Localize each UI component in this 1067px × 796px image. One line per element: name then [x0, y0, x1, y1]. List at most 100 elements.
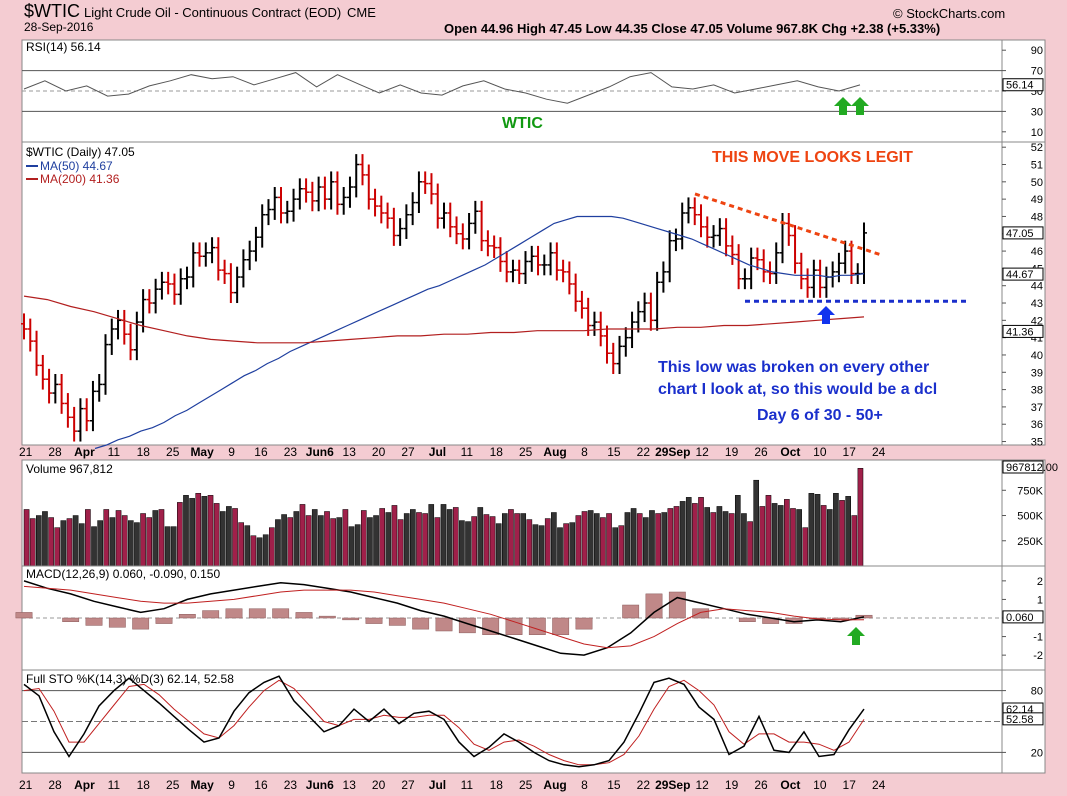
- price-x-tick-label: 17: [843, 445, 857, 459]
- volume-bar: [42, 511, 48, 567]
- volume-bar: [109, 517, 116, 567]
- bottom-x-tick-label: 28: [48, 778, 62, 792]
- volume-bar: [121, 515, 128, 567]
- bottom-x-tick-label: 29Sep: [655, 778, 690, 792]
- rsi-line: [23, 72, 861, 104]
- volume-bar: [379, 508, 386, 567]
- volume-bar: [575, 515, 582, 567]
- price-x-tick-label: Aug: [543, 445, 566, 459]
- volume-bar: [158, 509, 165, 567]
- macd-green-arrow: [847, 627, 865, 645]
- volume-bar: [305, 515, 312, 567]
- price-x-tick-label: 10: [813, 445, 827, 459]
- macd-histogram-bar: [202, 610, 220, 619]
- volume-bar: [213, 503, 220, 567]
- volume-bar: [508, 509, 514, 567]
- volume-bar: [692, 503, 698, 567]
- volume-bar: [716, 506, 723, 567]
- volume-bar: [790, 508, 796, 567]
- bottom-x-tick-label: May: [190, 778, 214, 792]
- volume-bar: [520, 513, 527, 567]
- price-x-tick-label: Jul: [429, 445, 446, 459]
- volume-bar: [765, 495, 772, 567]
- volume-bar: [36, 515, 42, 567]
- volume-bar: [134, 522, 140, 567]
- volume-bar: [771, 503, 778, 567]
- macd-histogram-bar: [552, 617, 570, 635]
- volume-title: Volume 967,812: [26, 462, 113, 476]
- volume-bar: [796, 509, 802, 567]
- volume-tick-label: 250K: [1017, 536, 1043, 548]
- macd-histogram-bar: [645, 593, 663, 619]
- price-x-tick-label: 29Sep: [655, 445, 690, 459]
- volume-bar: [606, 513, 612, 567]
- price-x-tick-label: 28: [48, 445, 62, 459]
- volume-bar: [170, 526, 177, 567]
- macd-tick-label: -2: [1033, 650, 1043, 662]
- macd-histogram-bar: [178, 614, 196, 619]
- bottom-x-tick-label: Oct: [780, 778, 800, 792]
- volume-bar: [710, 512, 717, 567]
- bottom-x-tick-label: 15: [607, 778, 621, 792]
- volume-bar: [551, 512, 557, 567]
- volume-bar: [612, 527, 618, 567]
- volume-bar: [685, 497, 692, 567]
- volume-bar: [207, 495, 214, 567]
- price-tick-label: 46: [1031, 246, 1043, 258]
- macd-histogram-bar: [318, 615, 336, 619]
- volume-bar: [23, 509, 30, 567]
- volume-bar: [275, 519, 281, 567]
- volume-bar: [269, 527, 275, 567]
- sto-d-value-label-box: [1002, 712, 1044, 726]
- volume-bar: [667, 508, 674, 567]
- volume-bar: [354, 524, 361, 567]
- brand-label[interactable]: © StockCharts.com: [893, 6, 1006, 21]
- volume-bar: [348, 526, 355, 567]
- volume-bar: [256, 537, 263, 567]
- volume-bar: [532, 524, 539, 567]
- chart-exchange: CME: [347, 5, 376, 20]
- volume-bar: [839, 500, 845, 567]
- volume-bar: [324, 511, 330, 567]
- volume-bar: [851, 515, 858, 567]
- bottom-x-tick-label: 21: [19, 778, 33, 792]
- macd-histogram-bar: [482, 617, 500, 635]
- volume-bar: [127, 520, 134, 567]
- price-x-tick-label: 15: [607, 445, 621, 459]
- macd-histogram-bar: [272, 608, 290, 619]
- volume-bar: [643, 517, 649, 567]
- volume-bar: [226, 506, 232, 567]
- volume-bar: [741, 513, 747, 567]
- volume-bar: [802, 527, 809, 567]
- bottom-x-tick-label: Apr: [74, 778, 95, 792]
- volume-bar: [747, 521, 753, 567]
- volume-bar: [397, 519, 404, 567]
- sto-tick-label: 20: [1031, 747, 1043, 759]
- volume-bar: [526, 519, 533, 567]
- sto-k-line: [23, 675, 865, 768]
- volume-tick-label: 750K: [1017, 485, 1043, 497]
- volume-bar: [152, 510, 159, 567]
- macd-histogram-bar: [85, 617, 103, 626]
- bottom-x-tick-label: 8: [581, 778, 588, 792]
- ma200-value-label-box: [1002, 324, 1044, 338]
- ma50-line: [94, 215, 865, 450]
- rsi-tick-label: 30: [1031, 106, 1043, 118]
- bottom-x-tick-label: 18: [137, 778, 151, 792]
- volume-bar: [54, 527, 61, 567]
- price-tick-label: 44: [1031, 281, 1043, 293]
- price-tick-label: 38: [1031, 385, 1043, 397]
- volume-bar: [753, 479, 760, 567]
- rsi-value-label: 56.14: [1006, 80, 1034, 92]
- bottom-x-tick-label: 19: [725, 778, 739, 792]
- price-x-tick-label: Apr: [74, 445, 95, 459]
- volume-bar: [66, 518, 73, 567]
- volume-bar: [587, 510, 594, 567]
- volume-bar: [624, 512, 631, 567]
- bottom-x-tick-label: 25: [519, 778, 533, 792]
- volume-bar: [483, 514, 490, 567]
- bottom-x-tick-label: 12: [695, 778, 709, 792]
- volume-bar: [495, 523, 502, 567]
- volume-bar: [514, 513, 520, 567]
- volume-bar: [318, 515, 324, 567]
